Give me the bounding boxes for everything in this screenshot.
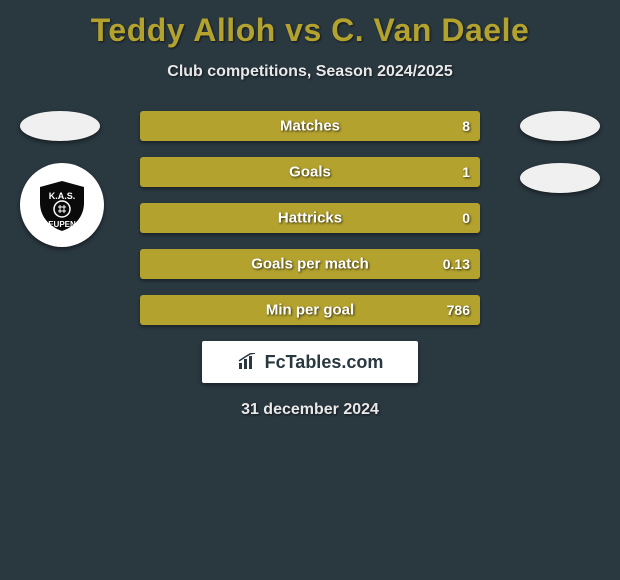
brand-text: FcTables.com bbox=[265, 352, 384, 373]
stat-label: Hattricks bbox=[278, 210, 342, 227]
subtitle: Club competitions, Season 2024/2025 bbox=[0, 63, 620, 81]
stat-label: Goals bbox=[289, 164, 331, 181]
team-badge-left: K.A.S. EUPEN bbox=[20, 163, 104, 247]
date: 31 december 2024 bbox=[0, 401, 620, 419]
stat-row-goals: Goals 1 bbox=[140, 157, 480, 187]
comparison-panel: K.A.S. EUPEN Matches 8 Goals 1 Hattricks… bbox=[0, 111, 620, 419]
stat-value-right: 786 bbox=[447, 302, 470, 318]
team-badge-right bbox=[520, 163, 600, 193]
bar-chart-icon bbox=[237, 353, 259, 371]
brand-badge: FcTables.com bbox=[202, 341, 418, 383]
page-title: Teddy Alloh vs C. Van Daele bbox=[0, 0, 620, 49]
stat-row-hattricks: Hattricks 0 bbox=[140, 203, 480, 233]
stat-value-right: 8 bbox=[462, 118, 470, 134]
stat-row-matches: Matches 8 bbox=[140, 111, 480, 141]
svg-text:K.A.S.: K.A.S. bbox=[49, 191, 76, 201]
shield-icon: K.A.S. EUPEN bbox=[34, 177, 90, 233]
stat-label: Goals per match bbox=[251, 256, 369, 273]
svg-text:EUPEN: EUPEN bbox=[48, 220, 76, 229]
stat-value-right: 0.13 bbox=[443, 256, 470, 272]
stat-bars: Matches 8 Goals 1 Hattricks 0 Goals per … bbox=[140, 111, 480, 325]
stat-value-right: 0 bbox=[462, 210, 470, 226]
player-left: K.A.S. EUPEN bbox=[20, 111, 104, 247]
player-right bbox=[520, 111, 600, 193]
stat-row-mpg: Min per goal 786 bbox=[140, 295, 480, 325]
avatar-right bbox=[520, 111, 600, 141]
stat-label: Min per goal bbox=[266, 302, 354, 319]
stat-value-right: 1 bbox=[462, 164, 470, 180]
avatar-left bbox=[20, 111, 100, 141]
stat-row-gpm: Goals per match 0.13 bbox=[140, 249, 480, 279]
stat-label: Matches bbox=[280, 118, 340, 135]
